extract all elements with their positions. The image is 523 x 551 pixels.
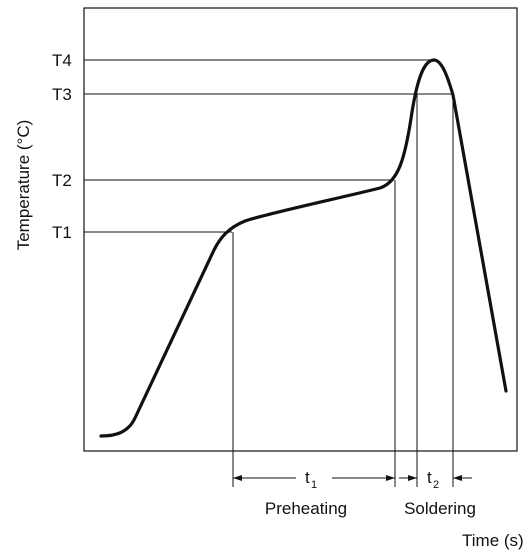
t1-symbol: t [305,468,310,487]
temperature-profile-curve [99,58,508,438]
y-tick-label-t1: T1 [52,223,72,242]
t2-dimension-arrow [399,475,472,481]
t1-subscript: 1 [311,479,317,491]
y-tick-label-t4: T4 [52,51,72,70]
soldering-label: Soldering [404,499,476,518]
y-axis-label: Temperature (°C) [14,120,33,251]
y-tick-label-t3: T3 [52,85,72,104]
x-axis-label: Time (s) [462,531,523,550]
t2-subscript: 2 [433,479,439,491]
t1-dimension-arrow [233,475,395,481]
t2-symbol: t [427,468,432,487]
y-tick-label-t2: T2 [52,171,72,190]
preheating-label: Preheating [265,499,347,518]
plot-frame [83,7,518,452]
